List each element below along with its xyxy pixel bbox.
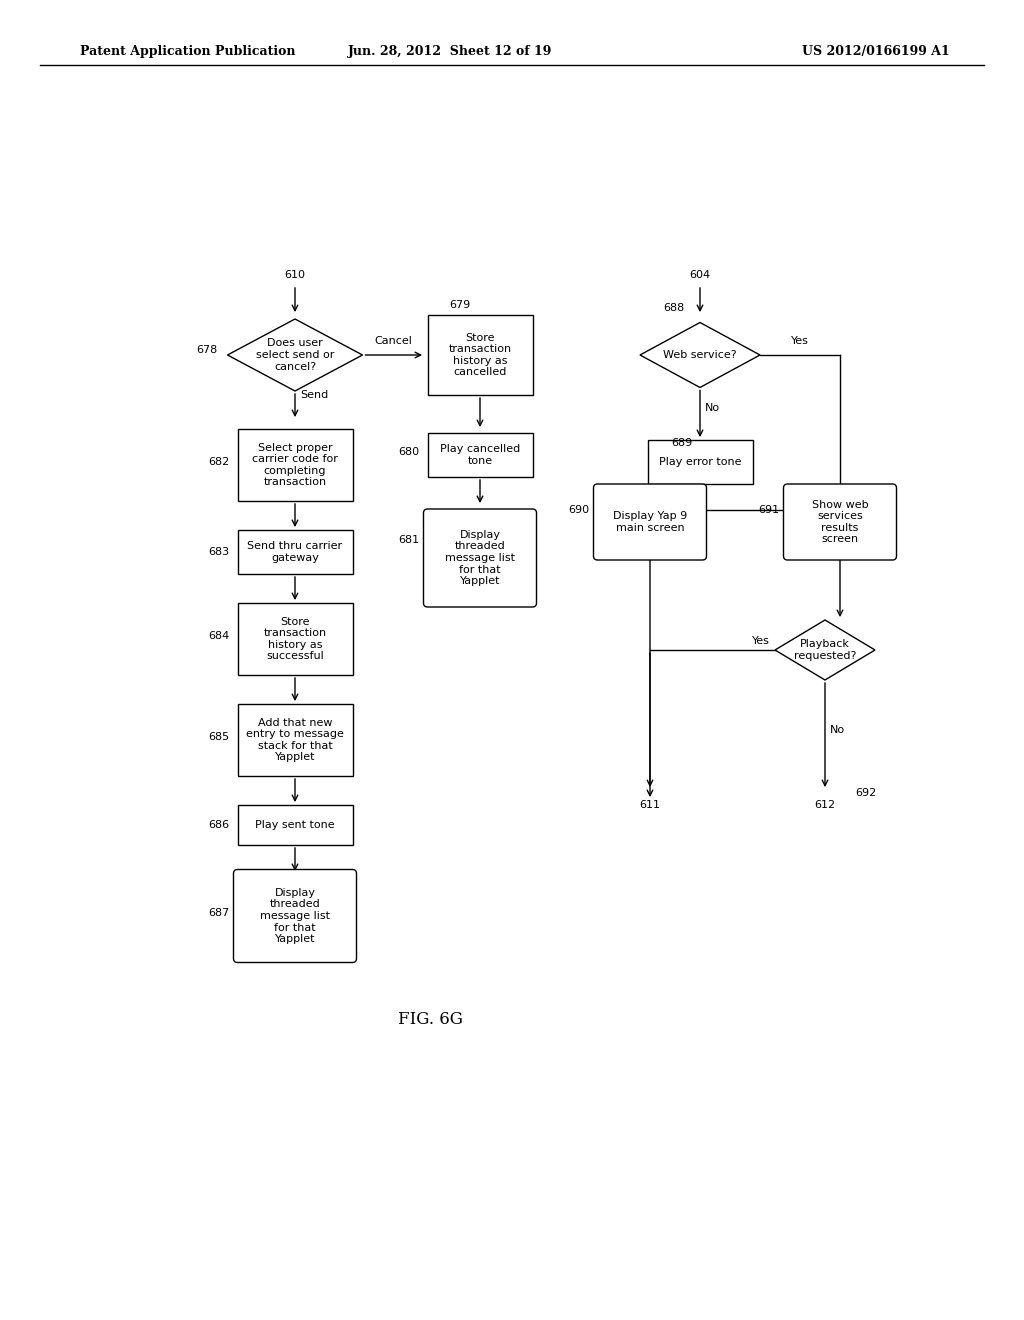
Text: 678: 678 bbox=[197, 345, 217, 355]
FancyBboxPatch shape bbox=[233, 870, 356, 962]
FancyBboxPatch shape bbox=[783, 484, 896, 560]
Text: 680: 680 bbox=[398, 447, 420, 457]
Text: 679: 679 bbox=[449, 300, 470, 310]
FancyBboxPatch shape bbox=[238, 704, 352, 776]
Text: Display
threaded
message list
for that
Yapplet: Display threaded message list for that Y… bbox=[445, 529, 515, 586]
Text: 688: 688 bbox=[664, 304, 685, 313]
FancyBboxPatch shape bbox=[427, 315, 532, 395]
Text: 612: 612 bbox=[814, 800, 836, 810]
Text: Show web
services
results
screen: Show web services results screen bbox=[812, 499, 868, 544]
Text: Play sent tone: Play sent tone bbox=[255, 820, 335, 830]
Text: Cancel: Cancel bbox=[375, 337, 413, 346]
Text: Display Yap 9
main screen: Display Yap 9 main screen bbox=[613, 511, 687, 533]
Text: 604: 604 bbox=[689, 271, 711, 280]
Text: US 2012/0166199 A1: US 2012/0166199 A1 bbox=[802, 45, 950, 58]
Text: 686: 686 bbox=[208, 820, 229, 830]
Text: Jun. 28, 2012  Sheet 12 of 19: Jun. 28, 2012 Sheet 12 of 19 bbox=[348, 45, 552, 58]
Text: No: No bbox=[705, 403, 720, 413]
Text: Web service?: Web service? bbox=[664, 350, 737, 360]
Text: Display
threaded
message list
for that
Yapplet: Display threaded message list for that Y… bbox=[260, 888, 330, 944]
Text: 611: 611 bbox=[640, 800, 660, 810]
FancyBboxPatch shape bbox=[647, 440, 753, 484]
Text: 690: 690 bbox=[568, 506, 590, 515]
FancyBboxPatch shape bbox=[238, 531, 352, 574]
Text: Add that new
entry to message
stack for that
Yapplet: Add that new entry to message stack for … bbox=[246, 718, 344, 763]
Text: 610: 610 bbox=[285, 271, 305, 280]
Text: 689: 689 bbox=[671, 438, 692, 447]
FancyBboxPatch shape bbox=[427, 433, 532, 477]
FancyBboxPatch shape bbox=[238, 603, 352, 675]
Text: 685: 685 bbox=[208, 733, 229, 742]
FancyBboxPatch shape bbox=[238, 429, 352, 502]
Text: Play cancelled
tone: Play cancelled tone bbox=[440, 445, 520, 466]
Text: 691: 691 bbox=[759, 506, 779, 515]
FancyBboxPatch shape bbox=[424, 510, 537, 607]
Text: 682: 682 bbox=[208, 457, 229, 467]
Text: 684: 684 bbox=[208, 631, 229, 642]
Text: Patent Application Publication: Patent Application Publication bbox=[80, 45, 296, 58]
Text: Playback
requested?: Playback requested? bbox=[794, 639, 856, 661]
Text: Select proper
carrier code for
completing
transaction: Select proper carrier code for completin… bbox=[252, 442, 338, 487]
Text: 687: 687 bbox=[208, 908, 229, 917]
Text: Send: Send bbox=[300, 389, 329, 400]
Polygon shape bbox=[775, 620, 874, 680]
Text: No: No bbox=[830, 725, 845, 735]
Text: 692: 692 bbox=[855, 788, 877, 799]
Text: 683: 683 bbox=[208, 546, 229, 557]
Text: Yes: Yes bbox=[752, 636, 770, 645]
Text: FIG. 6G: FIG. 6G bbox=[397, 1011, 463, 1028]
Polygon shape bbox=[227, 319, 362, 391]
Text: Does user
select send or
cancel?: Does user select send or cancel? bbox=[256, 338, 334, 372]
Polygon shape bbox=[640, 322, 760, 388]
Text: Play error tone: Play error tone bbox=[658, 457, 741, 467]
FancyBboxPatch shape bbox=[594, 484, 707, 560]
Text: Send thru carrier
gateway: Send thru carrier gateway bbox=[248, 541, 343, 562]
Text: 681: 681 bbox=[398, 535, 420, 545]
Text: Yes: Yes bbox=[792, 337, 809, 346]
Text: Store
transaction
history as
successful: Store transaction history as successful bbox=[263, 616, 327, 661]
Text: Store
transaction
history as
cancelled: Store transaction history as cancelled bbox=[449, 333, 512, 378]
FancyBboxPatch shape bbox=[238, 805, 352, 845]
